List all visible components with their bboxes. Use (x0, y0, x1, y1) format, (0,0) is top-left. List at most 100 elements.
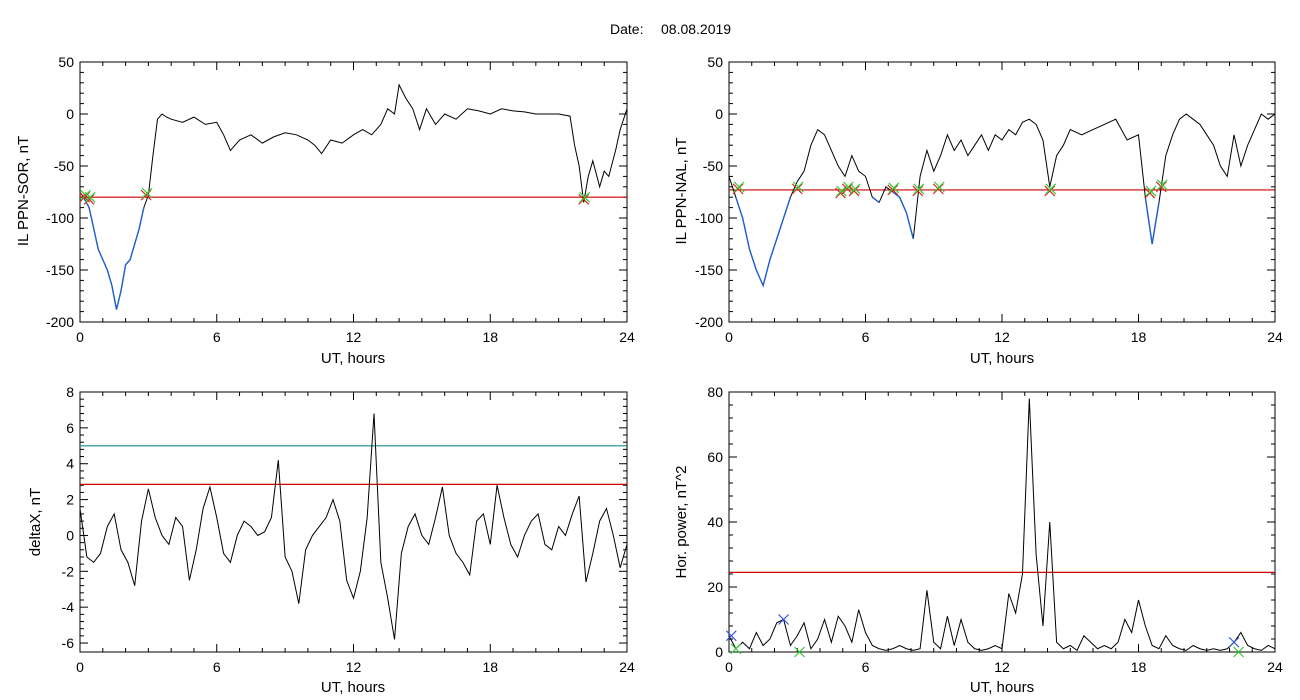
below-threshold-segment-1-42 (1144, 197, 1160, 245)
below-threshold-segment-0-1 (83, 198, 145, 310)
xlabel-0: UT, hours (321, 350, 385, 367)
marker-green-1-1 (792, 181, 804, 193)
marker-green-1-9 (1145, 185, 1157, 197)
x-tick-label-1-1: 6 (862, 329, 870, 345)
x-tick-label-2-3: 18 (482, 659, 498, 675)
y-tick-label-0-2: -100 (46, 210, 74, 226)
x-tick-label-2-1: 6 (213, 659, 221, 675)
y-tick-label-1-4: 0 (715, 106, 723, 122)
series-line-1 (728, 113, 1276, 288)
marker-3-3 (794, 646, 805, 658)
y-tick-label-2-7: 8 (66, 384, 74, 400)
marker-red-0-3 (578, 193, 590, 205)
x-tick-label-0-0: 0 (76, 329, 84, 345)
x-tick-label-2-4: 24 (619, 659, 635, 675)
ylabel-2: deltaX, nT (27, 488, 44, 556)
ylabel-3: Hor. power, nT^2 (673, 466, 690, 579)
marker-green-0-3 (579, 191, 591, 203)
marker-red-1-2 (835, 187, 846, 199)
marker-green-1-0 (733, 181, 745, 193)
x-tick-label-3-3: 18 (1131, 659, 1147, 675)
y-tick-label-1-3: -50 (703, 158, 723, 174)
y-tick-label-0-5: 50 (58, 54, 74, 70)
marker-red-1-0 (732, 183, 744, 195)
x-tick-label-0-4: 24 (619, 329, 635, 345)
y-tick-label-2-6: 6 (66, 420, 74, 436)
series-line-2 (79, 413, 628, 640)
marker-green-1-4 (849, 183, 861, 195)
below-threshold-segment-1-12 (871, 196, 880, 203)
marker-red-0-2 (140, 189, 152, 201)
marker-green-1-2 (836, 185, 847, 197)
y-tick-label-0-3: -50 (54, 158, 74, 174)
marker-red-1-6 (912, 185, 924, 197)
marker-red-1-8 (1044, 185, 1056, 197)
marker-green-0-1 (84, 191, 96, 203)
marker-green-1-10 (1156, 179, 1168, 191)
x-tick-label-1-0: 0 (725, 329, 733, 345)
y-tick-label-1-2: -100 (695, 210, 723, 226)
plot-frame-0 (79, 61, 628, 323)
marker-green-1-6 (913, 183, 925, 195)
y-tick-label-0-0: -200 (46, 314, 74, 330)
xlabel-1: UT, hours (970, 350, 1034, 367)
xlabel-3: UT, hours (970, 679, 1034, 696)
y-tick-label-0-4: 0 (66, 106, 74, 122)
plot-frame-3 (728, 391, 1276, 653)
ylabel-0: IL PPN-SOR, nT (15, 136, 32, 246)
marker-red-1-10 (1155, 181, 1167, 193)
marker-red-1-1 (791, 183, 803, 195)
marker-green-1-8 (1045, 183, 1057, 195)
plot-frame-1 (728, 61, 1276, 323)
below-threshold-segment-1-13 (892, 191, 914, 239)
y-tick-label-1-0: -200 (695, 314, 723, 330)
panel-il-ppn-sor: IL PPN-SOR, nT UT, hours 0 6 12 18 24 -200 -15… (15, 54, 635, 367)
marker-3-2 (778, 614, 790, 625)
marker-green-1-7 (933, 181, 945, 193)
below-threshold-segment-1-1 (735, 196, 792, 288)
marker-3-5 (1233, 646, 1245, 658)
marker-green-1-3 (842, 181, 854, 193)
y-tick-label-3-1: 20 (707, 579, 723, 595)
y-tick-label-3-0: 0 (715, 644, 723, 660)
xlabel-2: UT, hours (321, 679, 385, 696)
y-tick-label-0-1: -150 (46, 262, 74, 278)
marker-green-0-2 (141, 187, 153, 199)
ylabel-1: IL PPN-NAL, nT (673, 138, 690, 245)
x-tick-label-3-4: 24 (1267, 659, 1283, 675)
marker-red-1-7 (932, 183, 944, 195)
y-tick-label-2-5: 4 (66, 456, 74, 472)
y-tick-label-2-3: 0 (66, 527, 74, 543)
marker-green-1-5 (888, 182, 900, 194)
marker-red-1-4 (848, 185, 860, 197)
y-tick-label-3-4: 80 (707, 384, 723, 400)
x-tick-label-1-4: 24 (1267, 329, 1283, 345)
y-tick-label-3-3: 60 (707, 449, 723, 465)
x-tick-label-1-2: 12 (994, 329, 1010, 345)
x-tick-label-2-0: 0 (76, 659, 84, 675)
x-tick-label-0-3: 18 (482, 329, 498, 345)
marker-red-0-1 (83, 193, 95, 205)
y-tick-label-2-1: -4 (62, 599, 75, 615)
y-tick-label-2-4: 2 (66, 492, 74, 508)
x-tick-label-3-2: 12 (994, 659, 1010, 675)
marker-red-1-3 (841, 183, 853, 195)
plot-frame-2 (79, 391, 628, 653)
marker-red-1-9 (1144, 187, 1156, 199)
x-tick-label-3-0: 0 (725, 659, 733, 675)
marker-red-1-5 (887, 184, 899, 196)
y-tick-label-1-5: 50 (707, 54, 723, 70)
x-tick-label-0-2: 12 (346, 329, 362, 345)
x-tick-label-3-1: 6 (862, 659, 870, 675)
x-tick-label-1-3: 18 (1131, 329, 1147, 345)
y-tick-label-3-2: 40 (707, 514, 723, 530)
y-tick-label-2-2: -2 (62, 563, 75, 579)
marker-3-4 (1228, 636, 1240, 648)
date-label: Date: (610, 21, 643, 37)
panel-hor-power: Hor. power, nT^2 UT, hours 0 6 12 18 24 0 20 40… (673, 384, 1283, 696)
panel-il-ppn-nal: IL PPN-NAL, nT UT, hours 0 6 12 18 24 -200 -15… (673, 54, 1283, 367)
series-line-3 (728, 398, 1276, 652)
marker-3-1 (730, 643, 742, 655)
